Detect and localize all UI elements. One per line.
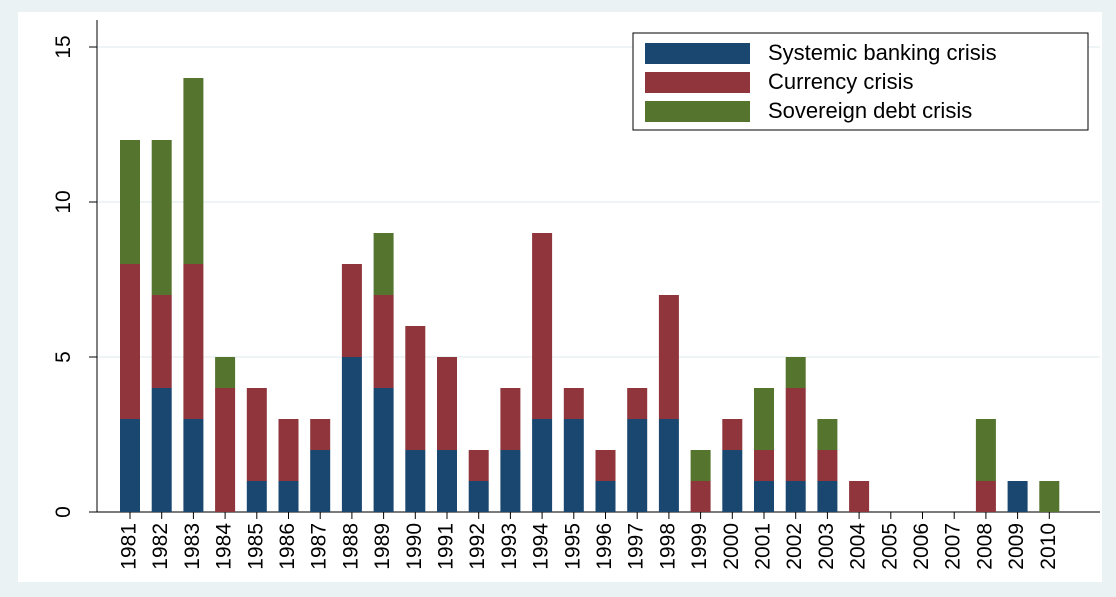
bar-segment	[310, 450, 331, 512]
bar-segment	[817, 419, 838, 450]
x-tick-label: 2000	[720, 523, 743, 570]
bar-segment	[246, 388, 267, 481]
bar-segment	[722, 419, 743, 450]
x-tick-label: 1992	[466, 523, 489, 570]
x-tick-label: 2006	[910, 523, 933, 570]
legend-label: Currency crisis	[768, 69, 913, 94]
x-tick-label: 1986	[276, 523, 299, 570]
bar-segment	[754, 388, 774, 450]
bar-segment	[785, 481, 806, 512]
x-tick-label: 2007	[942, 523, 965, 570]
x-tick-label: 1990	[403, 523, 426, 570]
bar-segment	[500, 388, 521, 450]
x-tick-label: 2008	[973, 523, 996, 570]
bar-segment	[151, 295, 172, 388]
bar-segment	[310, 419, 331, 450]
x-tick-label: 2009	[1005, 523, 1028, 570]
x-tick-label: 1993	[498, 523, 521, 570]
bar-segment	[120, 264, 140, 419]
x-tick-label: 1996	[593, 523, 616, 570]
bar-segment	[1039, 481, 1060, 512]
bar-segment	[817, 450, 838, 481]
bar-segment	[437, 357, 457, 450]
bar-segment	[975, 419, 996, 481]
x-tick-label: 1984	[213, 523, 236, 570]
x-tick-label: 1987	[308, 523, 331, 570]
legend-swatch	[645, 101, 750, 122]
bar-segment	[754, 481, 774, 512]
bar-segment	[373, 233, 394, 295]
bar-segment	[120, 140, 140, 264]
bar-segment	[278, 481, 299, 512]
x-tick-label: 1991	[435, 523, 458, 570]
bar-segment	[595, 481, 616, 512]
bar-segment	[690, 450, 711, 481]
legend-label: Systemic banking crisis	[768, 40, 997, 65]
bar-segment	[468, 481, 489, 512]
x-tick-label: 1995	[561, 523, 584, 570]
bar-segment	[278, 419, 299, 481]
legend-swatch	[645, 72, 750, 93]
y-tick-label: 10	[52, 190, 75, 213]
bar-segment	[532, 419, 553, 512]
bar-segment	[405, 326, 426, 450]
y-tick-label: 15	[52, 35, 75, 58]
bar-segment	[437, 450, 457, 512]
x-tick-label: 2002	[783, 523, 806, 570]
bar-segment	[151, 388, 172, 512]
x-tick-label: 1983	[181, 523, 204, 570]
bar-segment	[373, 388, 394, 512]
bar-segment	[151, 140, 172, 295]
x-tick-label: 1989	[371, 523, 394, 570]
bar-segment	[627, 419, 648, 512]
legend-swatch	[645, 43, 750, 64]
bar-segment	[532, 233, 553, 419]
x-tick-label: 2001	[752, 523, 775, 570]
x-tick-label: 1988	[339, 523, 362, 570]
bar-segment	[246, 481, 267, 512]
x-tick-label: 1997	[625, 523, 648, 570]
bar-segment	[595, 450, 616, 481]
bar-segment	[785, 357, 806, 388]
x-tick-label: 1998	[656, 523, 679, 570]
bar-segment	[183, 419, 204, 512]
bar-segment	[341, 357, 362, 512]
bar-segment	[627, 388, 648, 419]
bar-segment	[183, 264, 204, 419]
bar-segment	[563, 419, 584, 512]
bar-segment	[215, 388, 236, 512]
bar-segment	[658, 295, 679, 419]
bar-segment	[120, 419, 140, 512]
x-tick-label: 1985	[244, 523, 267, 570]
y-tick-label: 0	[52, 506, 75, 518]
bar-segment	[468, 450, 489, 481]
x-tick-label: 1994	[530, 523, 553, 570]
x-tick-label: 2010	[1037, 523, 1060, 570]
bar-segment	[817, 481, 838, 512]
bar-segment	[1007, 481, 1028, 512]
bar-segment	[563, 388, 584, 419]
x-tick-label: 2003	[815, 523, 838, 570]
bar-segment	[500, 450, 521, 512]
bar-segment	[658, 419, 679, 512]
legend-label: Sovereign debt crisis	[768, 98, 972, 123]
x-tick-label: 1982	[149, 523, 172, 570]
x-tick-label: 2004	[847, 523, 870, 570]
bar-segment	[785, 388, 806, 481]
x-tick-label: 1999	[688, 523, 711, 570]
bar-segment	[183, 78, 204, 264]
bar-segment	[722, 450, 743, 512]
x-tick-label: 2005	[878, 523, 901, 570]
bar-segment	[754, 450, 774, 481]
bar-segment	[405, 450, 426, 512]
bar-segment	[690, 481, 711, 512]
y-tick-label: 5	[52, 351, 75, 363]
bar-segment	[373, 295, 394, 388]
bar-segment	[849, 481, 870, 512]
bar-segment	[341, 264, 362, 357]
bar-segment	[975, 481, 996, 512]
x-tick-label: 1981	[118, 523, 141, 570]
bar-segment	[215, 357, 236, 388]
